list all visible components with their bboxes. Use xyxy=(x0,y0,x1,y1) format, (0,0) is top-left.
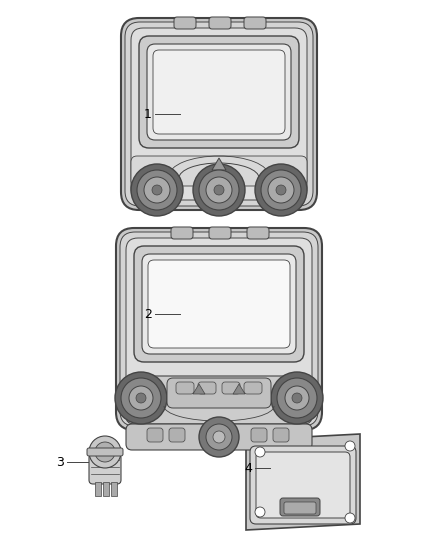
Text: 4: 4 xyxy=(244,462,252,474)
FancyBboxPatch shape xyxy=(244,17,266,29)
Circle shape xyxy=(193,164,245,216)
FancyBboxPatch shape xyxy=(167,378,271,408)
FancyBboxPatch shape xyxy=(169,428,185,442)
Circle shape xyxy=(255,164,307,216)
Circle shape xyxy=(345,441,355,451)
Circle shape xyxy=(129,386,153,410)
FancyBboxPatch shape xyxy=(247,227,269,239)
Bar xyxy=(95,482,101,496)
FancyBboxPatch shape xyxy=(198,382,216,394)
FancyBboxPatch shape xyxy=(126,238,312,420)
Circle shape xyxy=(95,442,115,462)
FancyBboxPatch shape xyxy=(148,260,290,348)
FancyBboxPatch shape xyxy=(147,44,291,140)
FancyBboxPatch shape xyxy=(251,428,267,442)
FancyBboxPatch shape xyxy=(125,22,313,206)
FancyBboxPatch shape xyxy=(280,498,320,516)
Text: 1: 1 xyxy=(144,108,152,120)
Circle shape xyxy=(292,393,302,403)
Text: 3: 3 xyxy=(56,456,64,469)
Circle shape xyxy=(89,436,121,468)
FancyBboxPatch shape xyxy=(116,228,322,430)
Circle shape xyxy=(206,424,232,450)
Circle shape xyxy=(285,386,309,410)
Circle shape xyxy=(276,185,286,195)
Circle shape xyxy=(345,513,355,523)
Circle shape xyxy=(271,372,323,424)
FancyBboxPatch shape xyxy=(126,376,312,424)
Polygon shape xyxy=(193,384,205,394)
Circle shape xyxy=(144,177,170,203)
Circle shape xyxy=(261,170,301,210)
FancyBboxPatch shape xyxy=(142,254,296,354)
FancyBboxPatch shape xyxy=(171,227,193,239)
FancyBboxPatch shape xyxy=(209,17,231,29)
Circle shape xyxy=(137,170,177,210)
FancyBboxPatch shape xyxy=(209,227,231,239)
FancyBboxPatch shape xyxy=(120,232,318,426)
Polygon shape xyxy=(212,158,226,170)
Bar xyxy=(111,482,117,496)
Polygon shape xyxy=(233,384,245,394)
Circle shape xyxy=(255,507,265,517)
Circle shape xyxy=(199,170,239,210)
FancyBboxPatch shape xyxy=(121,18,317,210)
Circle shape xyxy=(277,378,317,418)
FancyBboxPatch shape xyxy=(174,17,196,29)
FancyBboxPatch shape xyxy=(250,446,356,524)
FancyBboxPatch shape xyxy=(134,246,304,362)
Circle shape xyxy=(268,177,294,203)
FancyBboxPatch shape xyxy=(273,428,289,442)
Circle shape xyxy=(152,185,162,195)
FancyBboxPatch shape xyxy=(176,382,194,394)
Bar xyxy=(103,482,109,496)
FancyBboxPatch shape xyxy=(153,50,285,134)
FancyBboxPatch shape xyxy=(222,382,240,394)
FancyBboxPatch shape xyxy=(256,452,350,518)
Circle shape xyxy=(131,164,183,216)
Circle shape xyxy=(115,372,167,424)
Circle shape xyxy=(121,378,161,418)
FancyBboxPatch shape xyxy=(284,502,316,514)
Polygon shape xyxy=(246,434,360,530)
FancyBboxPatch shape xyxy=(131,28,307,200)
FancyBboxPatch shape xyxy=(244,382,262,394)
Circle shape xyxy=(255,447,265,457)
Text: 2: 2 xyxy=(144,308,152,320)
FancyBboxPatch shape xyxy=(147,428,163,442)
FancyBboxPatch shape xyxy=(89,454,121,484)
FancyBboxPatch shape xyxy=(126,424,312,450)
Circle shape xyxy=(206,177,232,203)
FancyBboxPatch shape xyxy=(131,156,307,186)
Circle shape xyxy=(136,393,146,403)
FancyBboxPatch shape xyxy=(87,448,123,456)
Circle shape xyxy=(214,185,224,195)
Circle shape xyxy=(199,417,239,457)
Circle shape xyxy=(213,431,225,443)
FancyBboxPatch shape xyxy=(139,36,299,148)
